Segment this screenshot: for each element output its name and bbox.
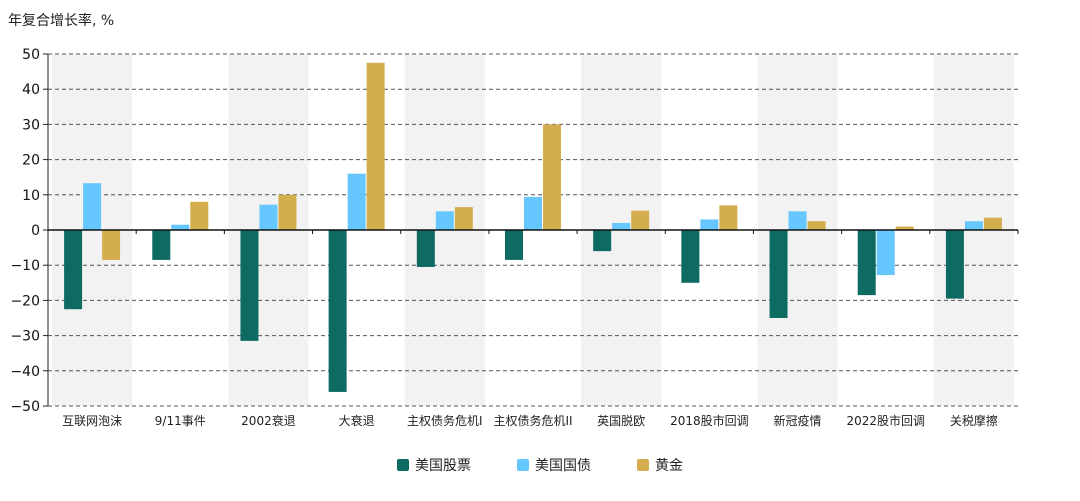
bar-stocks (681, 230, 700, 283)
bar-stocks (945, 230, 964, 299)
x-category-label: 关税摩擦 (950, 413, 998, 428)
y-tick-label: 20 (22, 153, 40, 169)
y-tick-label: −40 (10, 364, 40, 380)
legend-swatch-treasuries (517, 459, 529, 471)
y-tick-label: −50 (10, 399, 40, 415)
legend-label-stocks: 美国股票 (415, 458, 471, 474)
bar-gold (719, 205, 738, 230)
bar-gold (983, 217, 1002, 230)
y-axis-title: 年复合增长率, % (8, 13, 115, 29)
x-category-label: 互联网泡沫 (62, 414, 122, 428)
bar-treasuries (964, 221, 983, 230)
x-category-label: 大衰退 (339, 413, 375, 428)
y-tick-label: 0 (31, 223, 40, 239)
x-category-label: 主权债务危机I (407, 413, 483, 428)
legend-swatch-stocks (397, 459, 409, 471)
bar-treasuries (347, 173, 366, 230)
bar-stocks (64, 230, 83, 310)
y-tick-label: 30 (22, 117, 40, 133)
bar-stocks (593, 230, 612, 252)
bar-stocks (857, 230, 876, 296)
bar-treasuries (700, 219, 719, 230)
y-tick-label: 50 (22, 47, 40, 63)
bar-gold (543, 124, 561, 230)
bar-stocks (240, 230, 259, 341)
legend: 美国股票 美国国债 黄金 (0, 455, 1080, 475)
bar-stocks (328, 230, 347, 392)
x-category-label: 9/11事件 (155, 414, 206, 428)
legend-label-treasuries: 美国国债 (535, 458, 591, 474)
x-category-label: 2018股市回调 (670, 413, 749, 428)
bar-gold (102, 230, 121, 260)
x-category-label: 新冠疫情 (774, 413, 822, 428)
bar-treasuries (876, 230, 895, 276)
bar-gold (807, 221, 826, 230)
legend-item-gold[interactable]: 黄金 (637, 455, 683, 475)
bar-gold (278, 194, 297, 230)
bar-treasuries (171, 224, 190, 230)
bar-treasuries (259, 204, 278, 230)
bar-treasuries (612, 222, 631, 230)
legend-swatch-gold (637, 459, 649, 471)
bar-treasuries (524, 196, 542, 230)
bar-treasuries (83, 183, 102, 230)
bar-gold (190, 201, 209, 230)
legend-label-gold: 黄金 (655, 458, 683, 474)
y-tick-label: 40 (22, 82, 40, 98)
bar-gold (895, 226, 914, 230)
bar-treasuries (788, 211, 807, 230)
legend-item-stocks[interactable]: 美国股票 (397, 455, 471, 475)
x-category-label: 英国脱欧 (597, 413, 645, 428)
bar-treasuries (435, 211, 454, 230)
x-category-label: 2022股市回调 (846, 413, 925, 428)
bar-gold (454, 207, 473, 230)
bar-stocks (769, 230, 788, 318)
bar-stocks (152, 230, 171, 260)
x-category-label: 2002衰退 (241, 413, 296, 428)
y-tick-label: −10 (10, 258, 40, 274)
x-category-label: 主权债务危机II (493, 413, 572, 428)
bar-stocks (416, 230, 435, 267)
bar-gold (631, 210, 650, 230)
y-tick-label: 10 (22, 188, 40, 204)
y-tick-label: −30 (10, 329, 40, 345)
bar-stocks (505, 230, 523, 260)
y-tick-label: −20 (10, 293, 40, 309)
legend-item-treasuries[interactable]: 美国国债 (517, 455, 591, 475)
bar-gold (366, 62, 385, 230)
